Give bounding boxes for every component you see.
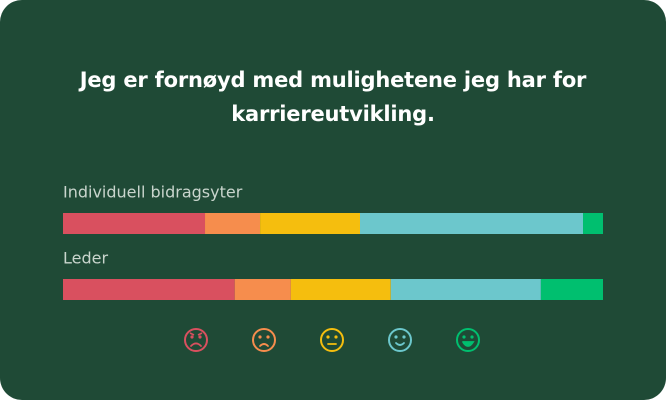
bar-segment [260,213,360,234]
legend-face [456,328,480,352]
bar-segment [234,279,291,300]
face-outline [456,328,480,352]
face-outline [320,328,344,352]
face-mouth [462,341,475,347]
face-outline [252,328,276,352]
legend-face [320,328,344,352]
bar-segment [583,213,603,234]
face-eye [326,335,330,339]
bar-segment [360,213,584,234]
bar-segment [63,279,235,300]
face-eye [402,335,406,339]
face-brow [189,332,203,336]
bar-segment [205,213,261,234]
category-label: Individuell bidragsyter [63,183,243,202]
face-eye [198,335,202,339]
face-eye [334,335,338,339]
face-outline [388,328,412,352]
face-eye [470,335,474,339]
bar-segment [390,279,541,300]
face-eye [190,335,194,339]
bar-segment [290,279,391,300]
category-label: Leder [63,249,108,268]
bar-segment [63,213,206,234]
face-mouth [190,342,202,347]
bar-segment [540,279,603,300]
chart-title: Jeg er fornøyd med mulighetene jeg har f… [79,68,587,126]
face-outline [184,328,208,352]
face-eye [462,335,466,339]
face-mouth [259,343,269,347]
face-eye [394,335,398,339]
face-eye [258,335,262,339]
face-eye [266,335,270,339]
face-mouth [395,342,405,346]
legend-face [388,328,412,352]
legend-face [184,328,208,352]
legend-face [252,328,276,352]
